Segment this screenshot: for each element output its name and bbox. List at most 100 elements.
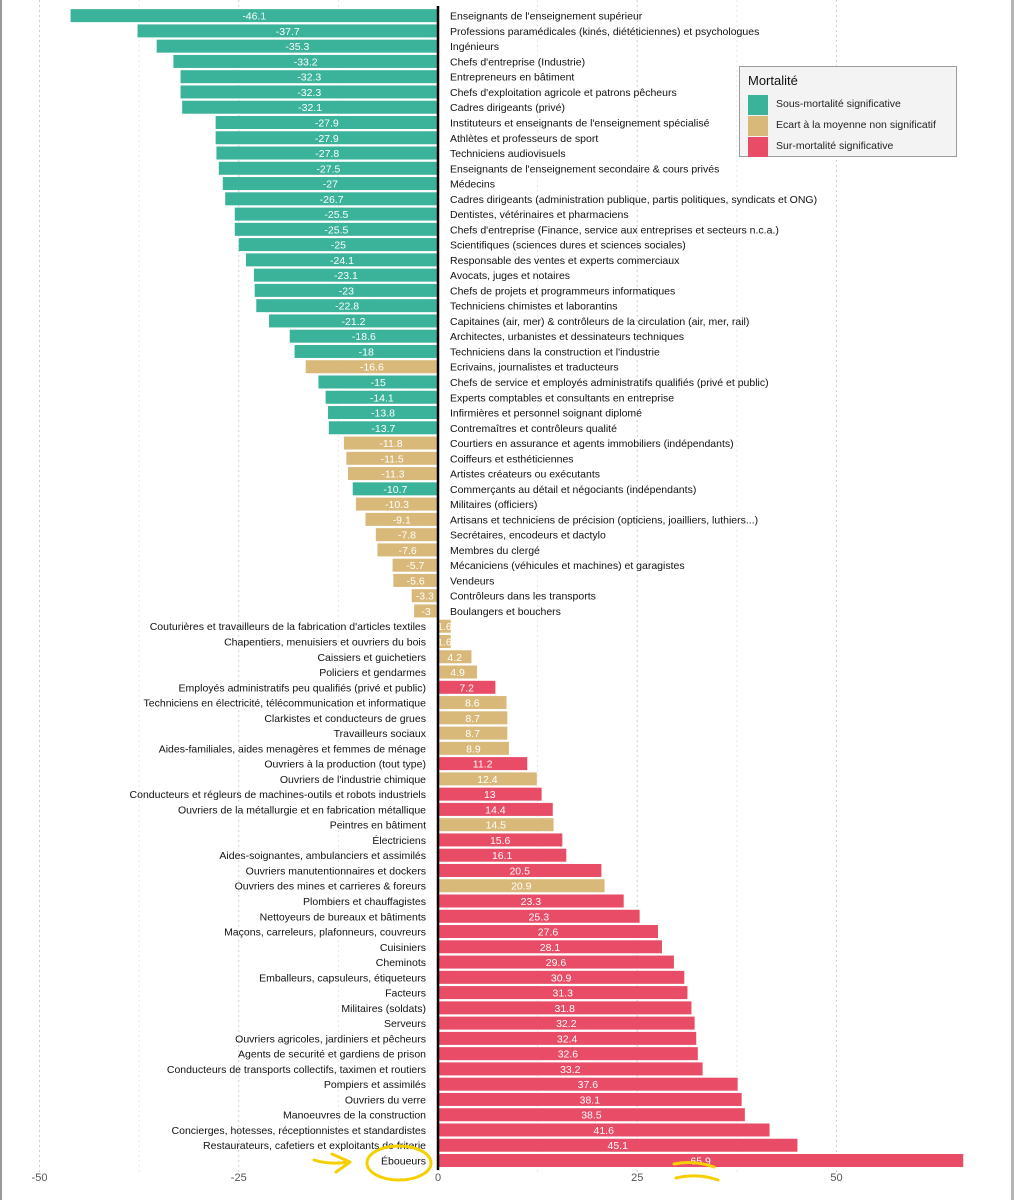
category-label: Nettoyeurs de bureaux et bâtiments <box>260 911 426 923</box>
bar-value-label: 37.6 <box>578 1079 599 1091</box>
bar <box>222 177 438 191</box>
category-labels-layer: Enseignants de l'enseignement supérieur P… <box>130 11 818 1168</box>
bar <box>289 329 438 343</box>
bar <box>256 299 438 313</box>
legend-title: Mortalité <box>748 73 798 88</box>
bar <box>438 757 528 771</box>
bar <box>438 1138 798 1152</box>
bar <box>238 238 438 252</box>
bar <box>392 558 438 572</box>
bar <box>438 1077 738 1091</box>
bar <box>414 604 438 618</box>
category-label: Chefs d'entreprise (Industrie) <box>450 56 585 68</box>
bar-value-label: -25.5 <box>324 224 348 236</box>
bar <box>137 24 438 38</box>
category-label: Chapentiers, menuisiers et ouvriers du b… <box>224 636 426 648</box>
bar-value-label: 25.3 <box>529 911 550 923</box>
bar <box>438 1108 745 1122</box>
bar-value-label: 4.9 <box>450 667 465 679</box>
bar <box>352 482 438 496</box>
frame-right-edge <box>1011 0 1014 1200</box>
bar-value-label: -3.3 <box>416 591 434 603</box>
bar-value-label: -5.7 <box>406 560 424 572</box>
bar-value-label: -24.1 <box>330 255 354 267</box>
category-label: Employés administratifs peu qualifiés (p… <box>179 682 426 694</box>
bar <box>438 940 662 954</box>
x-tick-label-0: 0 <box>435 1172 441 1184</box>
bar <box>182 100 438 114</box>
legend-label-ecart: Ecart à la moyenne non significatif <box>776 119 936 131</box>
bar-value-label: 11.2 <box>473 759 493 771</box>
category-label: Cuisiniers <box>380 942 426 954</box>
bar-value-label: 31.8 <box>555 1003 576 1015</box>
bar-value-label: -11.3 <box>381 469 404 481</box>
frame-left-edge <box>0 0 2 1200</box>
category-label: Contremaîtres et contrôleurs qualité <box>450 423 617 435</box>
bar-value-label: 28.1 <box>540 942 561 954</box>
category-label: Conducteurs de transports collectifs, ta… <box>167 1064 426 1076</box>
category-label: Scientifiques (sciences dures et science… <box>450 240 686 252</box>
category-label: Restaurateurs, cafetiers et exploitants … <box>203 1140 426 1152</box>
category-label: Éboueurs <box>381 1155 426 1168</box>
bar <box>438 665 478 679</box>
bar <box>438 909 640 923</box>
category-label: Plombiers et chauffagistes <box>303 896 426 908</box>
bar-value-label: -11.5 <box>381 453 404 465</box>
category-label: Enseignants de l'enseignement supérieur <box>450 11 643 23</box>
bar-value-label: -32.3 <box>297 72 321 84</box>
bar <box>438 848 567 862</box>
bar-value-label: -33.2 <box>294 56 318 68</box>
highlight-arrow <box>312 1152 352 1174</box>
category-label: Experts comptables et consultants en ent… <box>450 392 674 404</box>
bar <box>328 406 438 420</box>
bar-value-label: -21.2 <box>342 316 366 328</box>
bar-value-label: -27.5 <box>316 163 340 175</box>
bar-value-label: -23.1 <box>334 270 358 282</box>
bar-value-label: -13.7 <box>371 423 395 435</box>
bar <box>180 85 438 99</box>
bar <box>294 344 438 358</box>
bar-value-label: 38.1 <box>580 1094 601 1106</box>
bar <box>218 161 438 175</box>
category-label: Athlètes et professeurs de sport <box>450 133 598 145</box>
bar <box>216 146 438 160</box>
bar <box>215 115 438 129</box>
category-label: Facteurs <box>385 988 426 1000</box>
bar-value-label: 20.9 <box>511 881 532 893</box>
category-label: Agents de securité et gardiens de prison <box>238 1049 426 1061</box>
bar <box>318 375 438 389</box>
category-label: Ouvriers à la production (tout type) <box>264 759 426 771</box>
bar <box>234 207 438 221</box>
category-label: Policiers et gendarmes <box>319 667 426 679</box>
bar <box>438 970 685 984</box>
bar <box>438 802 553 816</box>
category-label: Caissiers et guichetiers <box>317 652 426 664</box>
bar <box>180 70 438 84</box>
bar <box>393 573 438 587</box>
bar <box>438 711 508 725</box>
category-label: Techniciens en électricité, télécommunic… <box>144 698 427 710</box>
category-label: Ingénieurs <box>450 41 499 53</box>
bar <box>328 421 438 435</box>
category-label: Ecrivains, journalistes et traducteurs <box>450 362 619 374</box>
bar-value-label: -25.5 <box>324 209 348 221</box>
legend-swatch-sous <box>748 95 768 115</box>
category-label: Membres du clergé <box>450 545 540 557</box>
bar <box>438 772 537 786</box>
category-label: Secrétaires, encodeurs et dactylo <box>450 530 606 542</box>
bar <box>305 360 438 374</box>
bar <box>438 1123 770 1137</box>
bar <box>355 497 438 511</box>
category-label: Coiffeurs et esthéticiennes <box>450 453 574 465</box>
bar <box>325 390 438 404</box>
bar-value-label: 31.3 <box>553 988 574 1000</box>
category-label: Techniciens dans la construction et l'in… <box>450 346 660 358</box>
bar-value-label: -5.6 <box>407 575 425 587</box>
bar <box>343 436 438 450</box>
legend: Mortalité Sous-mortalité significative E… <box>739 66 957 157</box>
category-label: Clarkistes et conducteurs de grues <box>264 713 426 725</box>
category-label: Ouvriers de l'industrie chimique <box>280 774 426 786</box>
x-tick-label--50: -50 <box>32 1172 48 1184</box>
bar <box>173 54 438 68</box>
